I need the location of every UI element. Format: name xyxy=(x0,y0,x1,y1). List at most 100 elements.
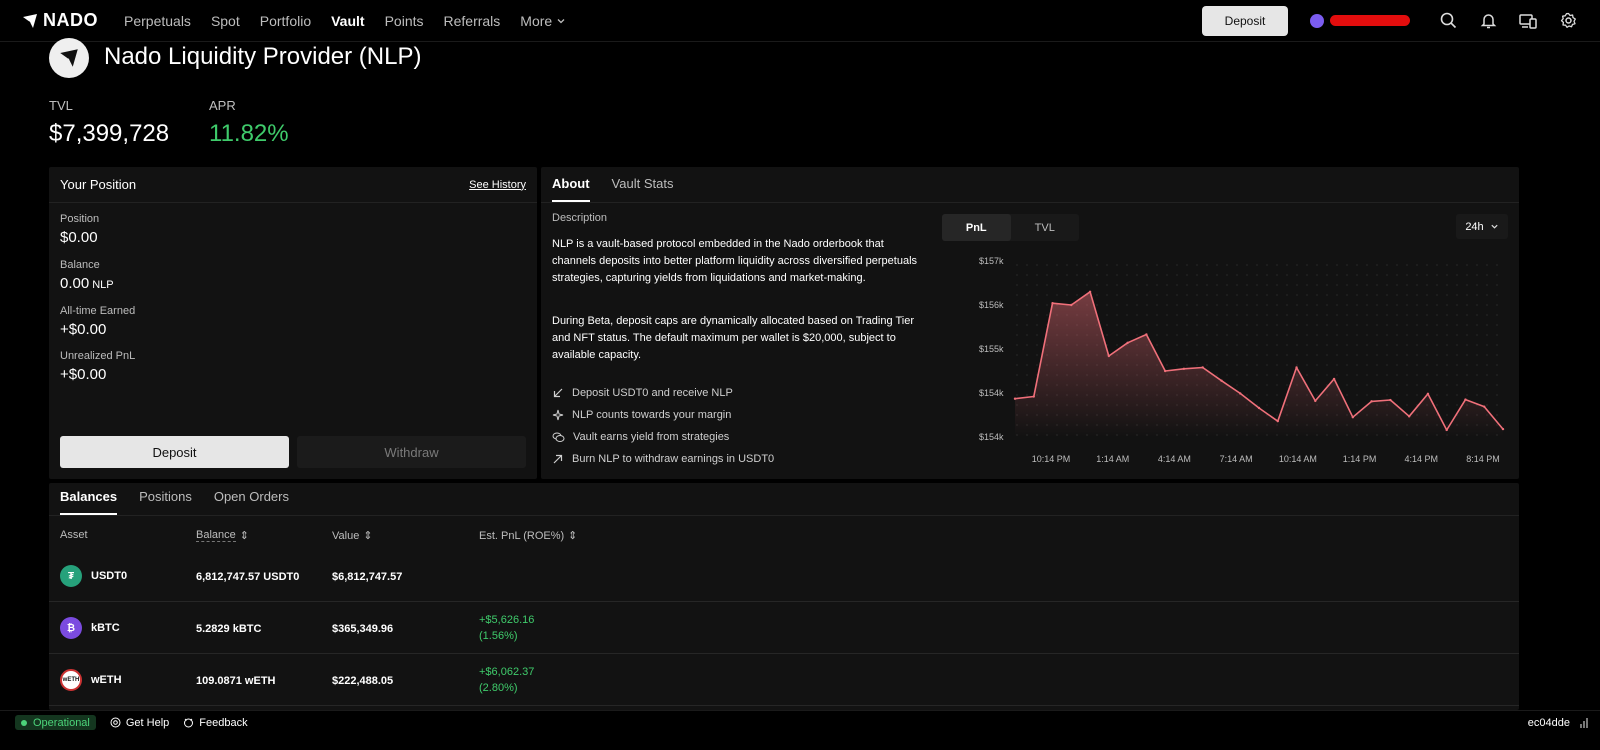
x-tick-label: 8:14 PM xyxy=(1466,454,1500,464)
feature-item: NLP counts towards your margin xyxy=(552,409,731,421)
search-icon[interactable] xyxy=(1438,11,1458,31)
nav-referrals[interactable]: Referrals xyxy=(443,12,501,29)
data-point[interactable] xyxy=(1126,341,1129,345)
data-point[interactable] xyxy=(1257,406,1261,410)
sort-icon: ⇕ xyxy=(363,530,373,542)
chevron-down-icon xyxy=(557,18,565,23)
data-point[interactable] xyxy=(1107,354,1111,358)
feature-item: Vault earns yield from strategies xyxy=(552,431,729,443)
see-history-link[interactable]: See History xyxy=(469,178,526,191)
description-heading: Description xyxy=(552,212,608,224)
toggle-pnl[interactable]: PnL xyxy=(942,214,1011,241)
data-point[interactable] xyxy=(1464,398,1467,401)
gear-icon[interactable] xyxy=(1558,11,1578,31)
data-point[interactable] xyxy=(1332,377,1336,381)
brand-logo[interactable]: NADO xyxy=(22,10,98,31)
apr-label: APR xyxy=(209,98,236,113)
time-range-value: 24h xyxy=(1465,220,1484,233)
status-bar: Operational Get Help Feedback ec04dde xyxy=(0,710,1600,734)
data-point[interactable] xyxy=(1389,398,1392,402)
data-point[interactable] xyxy=(1051,302,1054,305)
deposit-button[interactable]: Deposit xyxy=(60,436,289,468)
column-header-balance[interactable]: Balance ⇕ xyxy=(196,529,249,542)
y-tick-label: $156k xyxy=(979,300,1004,310)
data-point[interactable] xyxy=(1163,369,1167,373)
nav-perpetuals[interactable]: Perpetuals xyxy=(124,12,191,29)
tab-positions[interactable]: Positions xyxy=(139,489,192,504)
get-help-link[interactable]: Get Help xyxy=(110,717,169,729)
x-tick-label: 1:14 PM xyxy=(1343,454,1377,464)
x-tick-label: 4:14 PM xyxy=(1405,454,1439,464)
top-navigation: NADO Perpetuals Spot Portfolio Vault Poi… xyxy=(0,0,1600,42)
header-deposit-button[interactable]: Deposit xyxy=(1202,5,1288,36)
nav-portfolio[interactable]: Portfolio xyxy=(259,12,312,29)
data-point[interactable] xyxy=(1314,399,1317,403)
status-dot xyxy=(21,719,27,726)
column-header-pnl[interactable]: Est. PnL (ROE%) ⇕ xyxy=(479,529,578,543)
nado-logo-icon xyxy=(60,49,78,67)
data-point[interactable] xyxy=(1445,428,1448,432)
feedback-icon xyxy=(184,718,194,728)
data-point[interactable] xyxy=(1070,303,1073,307)
tab-vault-stats[interactable]: Vault Stats xyxy=(611,176,674,191)
pnl-cell: +$5,626.16 (1.56%) xyxy=(479,612,534,644)
arrow-up-right-icon xyxy=(553,454,563,464)
pnl-roe: (2.80%) xyxy=(479,682,518,694)
y-tick-label: $155k xyxy=(979,344,1004,354)
data-point[interactable] xyxy=(1370,400,1373,403)
balance-cell: 109.0871 wETH xyxy=(196,675,276,687)
feature-item: Burn NLP to withdraw earnings in USDT0 xyxy=(552,453,774,465)
data-point[interactable] xyxy=(1088,290,1092,293)
data-point[interactable] xyxy=(1145,333,1148,336)
value-cell: $6,812,747.57 xyxy=(332,571,403,583)
devices-icon[interactable] xyxy=(1518,11,1538,31)
wallet-address-button[interactable] xyxy=(1310,13,1410,28)
data-point[interactable] xyxy=(1201,366,1204,369)
data-point[interactable] xyxy=(1295,366,1298,369)
feature-text: Vault earns yield from strategies xyxy=(573,431,730,443)
data-point[interactable] xyxy=(1483,405,1486,408)
nav-points[interactable]: Points xyxy=(384,12,424,29)
withdraw-button[interactable]: Withdraw xyxy=(297,436,526,468)
data-point[interactable] xyxy=(1276,419,1279,423)
time-range-select[interactable]: 24h xyxy=(1456,214,1508,239)
data-point[interactable] xyxy=(1351,416,1355,419)
x-tick-label: 7:14 AM xyxy=(1220,454,1253,464)
table-row[interactable]: ₿ kBTC 5.2829 kBTC $365,349.96 +$5,626.1… xyxy=(49,603,1519,654)
data-point[interactable] xyxy=(1013,397,1017,400)
bell-icon[interactable] xyxy=(1478,11,1498,31)
x-tick-label: 10:14 PM xyxy=(1032,454,1071,464)
data-point[interactable] xyxy=(1407,415,1411,418)
data-point[interactable] xyxy=(1220,379,1223,382)
your-position-title: Your Position xyxy=(60,177,137,192)
y-tick-label: $154k xyxy=(979,388,1004,398)
nav-spot[interactable]: Spot xyxy=(210,12,240,29)
tab-about[interactable]: About xyxy=(552,176,590,202)
position-label: Position xyxy=(60,213,100,225)
data-point[interactable] xyxy=(1032,395,1035,398)
toggle-tvl[interactable]: TVL xyxy=(1034,221,1055,234)
tab-open-orders[interactable]: Open Orders xyxy=(213,489,289,504)
status-badge[interactable]: Operational xyxy=(15,715,96,730)
tab-balances[interactable]: Balances xyxy=(60,489,118,515)
feedback-link[interactable]: Feedback xyxy=(183,716,248,729)
all-time-earned-label: All-time Earned xyxy=(60,305,136,317)
nav-vault[interactable]: Vault xyxy=(331,12,365,29)
data-point[interactable] xyxy=(1239,392,1242,395)
nav-more[interactable]: More xyxy=(520,13,566,29)
asset-cell: ₿ kBTC xyxy=(60,617,120,639)
table-row[interactable]: wETH wETH 109.0871 wETH $222,488.05 +$6,… xyxy=(49,655,1519,706)
data-point[interactable] xyxy=(1426,392,1430,396)
data-point[interactable] xyxy=(1501,427,1505,431)
arrow-down-left-icon xyxy=(553,388,563,398)
page-title: Nado Liquidity Provider (NLP) xyxy=(104,43,422,70)
balance-cell: 5.2829 kBTC xyxy=(196,623,262,635)
get-help-label: Get Help xyxy=(125,716,170,729)
pnl-chart: $157k $156k $155k $154k $154k 10:14 PM 1:14 AM… xyxy=(979,256,1505,464)
data-point[interactable] xyxy=(1182,367,1186,370)
apr-value: 11.82% xyxy=(209,120,289,147)
table-row[interactable]: ₮ USDT0 6,812,747.57 USDT0 $6,812,747.57 xyxy=(49,551,1519,602)
column-header-value[interactable]: Value ⇕ xyxy=(332,529,373,543)
feedback-label: Feedback xyxy=(199,716,248,729)
balance-unit: NLP xyxy=(92,279,114,291)
